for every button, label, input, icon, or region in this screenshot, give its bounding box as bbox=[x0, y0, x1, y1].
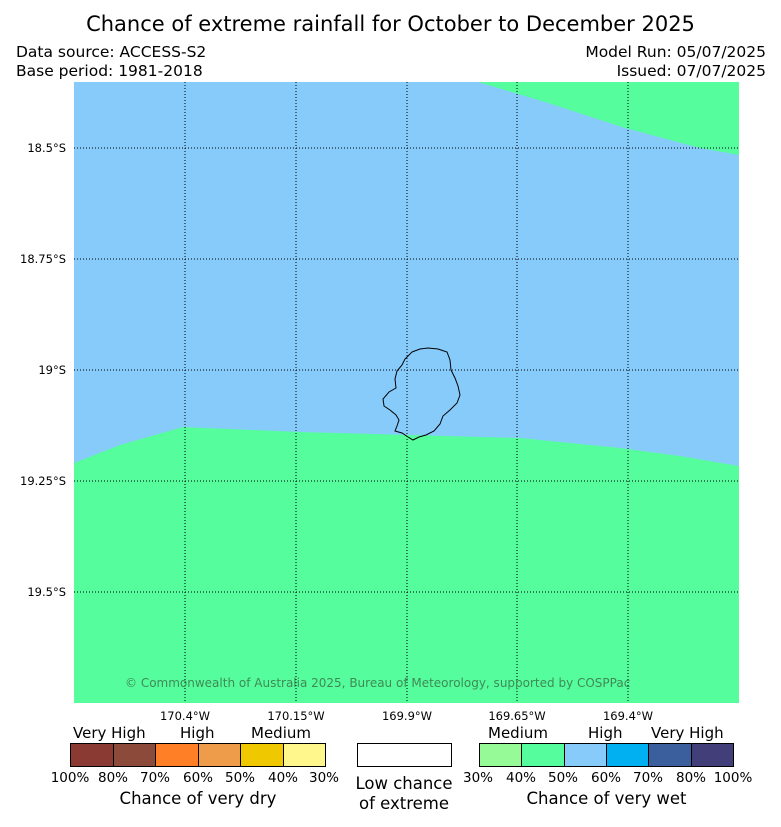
dry-medium-label: Medium bbox=[251, 724, 311, 742]
dry-tick: 30% bbox=[308, 770, 339, 786]
lon-label: 169.65°W bbox=[488, 709, 546, 723]
dry-caption: Chance of very dry bbox=[119, 789, 277, 808]
wet-tick: 80% bbox=[675, 770, 706, 786]
dry-tick: 70% bbox=[139, 770, 170, 786]
lon-label: 170.15°W bbox=[267, 709, 325, 723]
dry-high-label: High bbox=[180, 724, 215, 742]
lat-label: 19.5°S bbox=[27, 585, 66, 599]
wet-swatch bbox=[649, 744, 692, 766]
dry-swatch bbox=[241, 744, 284, 766]
wet-tick: 100% bbox=[713, 770, 753, 786]
low-chance-line2: of extreme bbox=[358, 794, 450, 813]
wet-swatch bbox=[606, 744, 650, 766]
dry-swatch bbox=[156, 744, 199, 766]
wet-swatch bbox=[522, 744, 565, 766]
dry-tick: 100% bbox=[50, 770, 90, 786]
source-info: Data source: ACCESS-S2 Base period: 1981… bbox=[16, 43, 206, 81]
run-info: Model Run: 05/07/2025 Issued: 07/07/2025 bbox=[585, 43, 766, 81]
wet-high-label: High bbox=[588, 724, 623, 742]
map-title: Chance of extreme rainfall for October t… bbox=[86, 12, 695, 36]
dry-tick: 40% bbox=[267, 770, 298, 786]
lon-label: 169.9°W bbox=[381, 709, 433, 723]
lat-label: 19.25°S bbox=[20, 474, 66, 488]
dry-swatch bbox=[283, 744, 325, 766]
dry-swatch bbox=[113, 744, 156, 766]
issued-date: Issued: 07/07/2025 bbox=[616, 62, 766, 80]
dry-tick: 60% bbox=[182, 770, 213, 786]
model-run: Model Run: 05/07/2025 bbox=[585, 43, 766, 61]
wet-swatch bbox=[691, 744, 733, 766]
low-chance-caption: Low chance of extreme bbox=[340, 774, 468, 814]
lat-label: 19°S bbox=[38, 363, 66, 377]
dry-swatch bbox=[198, 744, 241, 766]
dry-tick: 50% bbox=[224, 770, 255, 786]
dry-very-high-label: Very High bbox=[73, 724, 146, 742]
low-chance-line1: Low chance bbox=[355, 774, 453, 793]
wet-swatch bbox=[480, 744, 523, 766]
base-period: Base period: 1981-2018 bbox=[16, 62, 203, 80]
wet-tick: 30% bbox=[462, 770, 493, 786]
copyright-notice: © Commonwealth of Australia 2025, Bureau… bbox=[125, 676, 631, 690]
lon-label: 169.4°W bbox=[602, 709, 654, 723]
wet-tick: 60% bbox=[590, 770, 621, 786]
lon-label: 170.4°W bbox=[159, 709, 211, 723]
lat-label: 18.75°S bbox=[20, 252, 66, 266]
medium-wet-region-north bbox=[478, 82, 739, 155]
wet-tick: 50% bbox=[547, 770, 578, 786]
lat-label: 18.5°S bbox=[27, 141, 66, 155]
dry-color-bar bbox=[70, 743, 326, 767]
dry-tick: 80% bbox=[97, 770, 128, 786]
wet-very-high-label: Very High bbox=[651, 724, 724, 742]
dry-swatch bbox=[71, 744, 114, 766]
data-source: Data source: ACCESS-S2 bbox=[16, 43, 207, 61]
niue-island-coastline bbox=[382, 347, 461, 441]
low-chance-swatch bbox=[357, 743, 452, 767]
wet-medium-label: Medium bbox=[488, 724, 548, 742]
wet-color-bar bbox=[479, 743, 734, 767]
wet-tick: 70% bbox=[632, 770, 663, 786]
wet-tick: 40% bbox=[505, 770, 536, 786]
wet-swatch bbox=[564, 744, 607, 766]
wet-caption: Chance of very wet bbox=[526, 789, 687, 808]
